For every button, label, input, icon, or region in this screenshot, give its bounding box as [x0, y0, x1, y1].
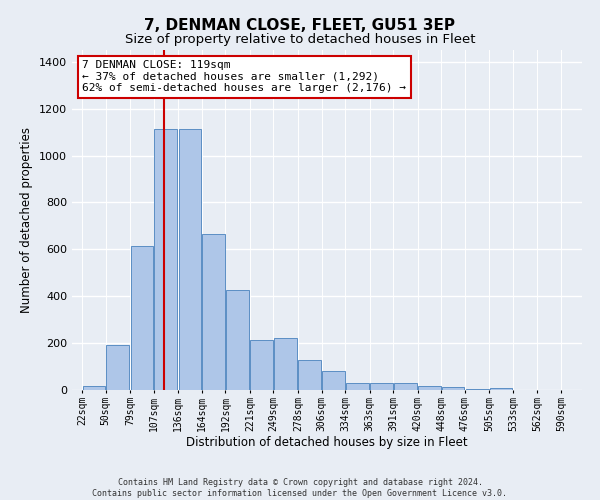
- Text: Size of property relative to detached houses in Fleet: Size of property relative to detached ho…: [125, 32, 475, 46]
- Bar: [394, 384, 417, 390]
- X-axis label: Distribution of detached houses by size in Fleet: Distribution of detached houses by size …: [186, 436, 468, 450]
- Bar: [131, 246, 154, 390]
- Bar: [250, 340, 273, 390]
- Text: Contains HM Land Registry data © Crown copyright and database right 2024.
Contai: Contains HM Land Registry data © Crown c…: [92, 478, 508, 498]
- Bar: [106, 346, 129, 390]
- Y-axis label: Number of detached properties: Number of detached properties: [20, 127, 34, 313]
- Bar: [418, 386, 441, 390]
- Bar: [298, 360, 321, 390]
- Bar: [202, 234, 225, 390]
- Text: 7 DENMAN CLOSE: 119sqm
← 37% of detached houses are smaller (1,292)
62% of semi-: 7 DENMAN CLOSE: 119sqm ← 37% of detached…: [82, 60, 406, 94]
- Bar: [179, 128, 202, 390]
- Bar: [490, 388, 512, 390]
- Bar: [442, 387, 464, 390]
- Bar: [346, 383, 369, 390]
- Text: 7, DENMAN CLOSE, FLEET, GU51 3EP: 7, DENMAN CLOSE, FLEET, GU51 3EP: [145, 18, 455, 32]
- Bar: [370, 384, 393, 390]
- Bar: [154, 128, 177, 390]
- Bar: [322, 371, 345, 390]
- Bar: [274, 338, 296, 390]
- Bar: [226, 290, 248, 390]
- Bar: [83, 386, 105, 390]
